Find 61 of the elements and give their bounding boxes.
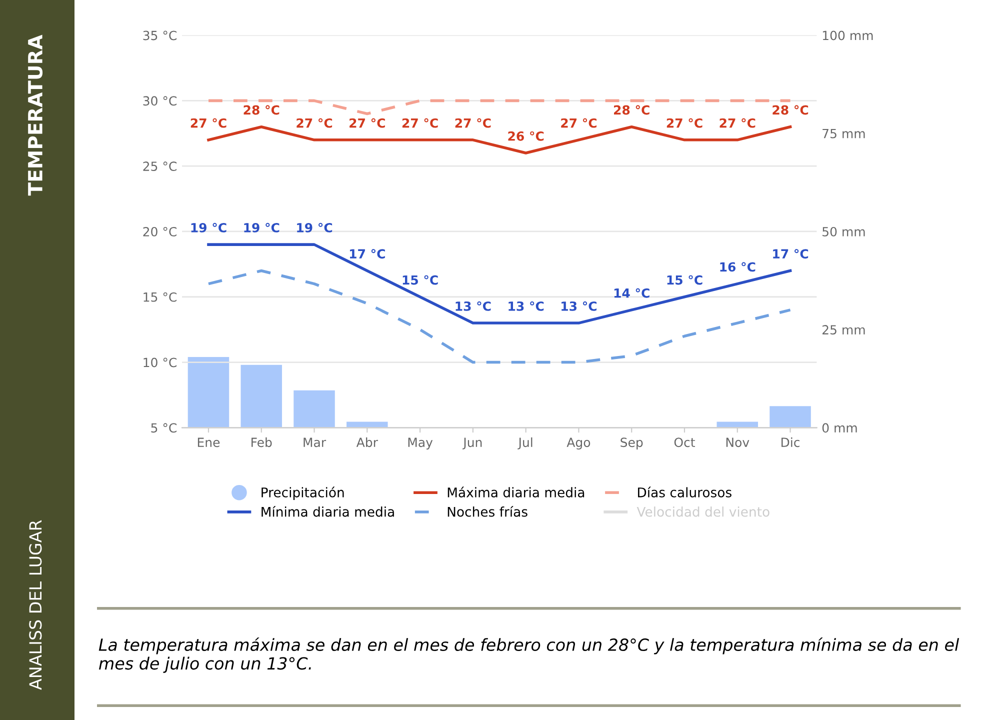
x-tick-label: May xyxy=(408,438,433,450)
x-tick-label: Jun xyxy=(462,438,482,450)
bar xyxy=(770,406,811,428)
data-label: 27 °C xyxy=(455,118,491,128)
data-label: 28 °C xyxy=(772,105,808,115)
data-label: 27 °C xyxy=(402,118,438,128)
y-tick-label: 15 °C xyxy=(144,292,176,302)
x-tick-label: Abr xyxy=(356,437,378,448)
data-label: 27 °C xyxy=(666,118,702,128)
data-label: 13 °C xyxy=(508,301,544,311)
data-label: 17 °C xyxy=(350,249,385,259)
y2-tick-label: 0 mm xyxy=(822,423,857,433)
x-tick-label: Sep xyxy=(620,438,643,450)
y-tick-label: 10 °C xyxy=(144,358,176,368)
y2-tick-label: 50 mm xyxy=(822,226,865,236)
data-label: 16 °C xyxy=(720,262,756,272)
data-label: 28 °C xyxy=(244,105,280,115)
x-tick-label: Jul xyxy=(518,437,532,450)
data-label: 19 °C xyxy=(297,222,332,232)
x-tick-label: Feb xyxy=(252,437,272,448)
x-tick-label: Ene xyxy=(198,438,220,448)
data-label: 19 °C xyxy=(191,222,226,232)
bar xyxy=(294,390,335,428)
legend-label: Precipitación xyxy=(262,486,344,500)
y-tick-label: 5 °C xyxy=(151,423,176,433)
x-tick-label: Dic xyxy=(782,437,800,448)
line-series xyxy=(207,243,792,324)
data-label: 26 °C xyxy=(508,131,544,141)
data-label: 15 °C xyxy=(667,275,702,285)
bar xyxy=(240,364,282,428)
y-tick-label: 20 °C xyxy=(143,226,176,236)
data-label: 14 °C xyxy=(614,288,650,298)
x-tick-label: Mar xyxy=(304,438,326,448)
x-tick-label: Nov xyxy=(726,438,750,448)
legend-label: Días calurosos xyxy=(638,486,732,498)
data-label: 27 °C xyxy=(190,118,226,128)
y2-tick-label: 100 mm xyxy=(822,30,873,40)
text: ANALISS DEL LUGAR xyxy=(29,520,42,690)
data-label: 27 °C xyxy=(561,118,596,128)
data-label: 28 °C xyxy=(614,105,650,115)
data-label: 27 °C xyxy=(296,118,332,128)
legend-label: Mínima diaria media xyxy=(262,506,394,517)
x-tick-label: Oct xyxy=(674,438,695,448)
y-tick-label: 30 °C xyxy=(143,96,176,106)
legend-label: Noches frías xyxy=(448,506,528,517)
x-tick-label: Ago xyxy=(566,438,590,450)
data-label: 27 °C xyxy=(720,118,756,128)
legend-label: Máxima diaria media xyxy=(448,486,584,498)
data-label: 17 °C xyxy=(773,249,808,259)
y2-tick-label: 75 mm xyxy=(822,129,865,138)
text: TEMPERATURA xyxy=(28,34,43,196)
data-label: 13 °C xyxy=(456,301,491,311)
bar xyxy=(188,357,230,428)
data-label: 15 °C xyxy=(402,275,438,285)
y-tick-label: 25 °C xyxy=(143,162,176,172)
data-label: 13 °C xyxy=(562,301,596,311)
data-label: 27 °C xyxy=(350,118,385,128)
y-tick-label: 35 °C xyxy=(143,30,176,40)
y2-tick-label: 25 mm xyxy=(822,325,865,335)
data-label: 19 °C xyxy=(244,222,280,232)
text: La temperatura máxima se dan en el mes de febrero con un 28°C y la temperatura mínima se da en el mes de julio con un 13°C. xyxy=(98,637,960,673)
